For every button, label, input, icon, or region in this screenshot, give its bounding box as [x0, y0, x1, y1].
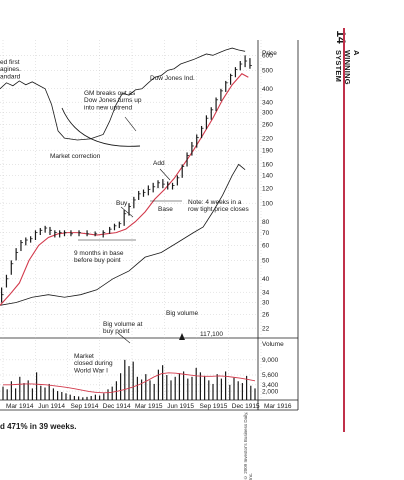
price-tick-label: 70	[262, 230, 270, 237]
price-tick-label: 190	[262, 147, 273, 154]
x-axis-label: Dec 1914	[103, 403, 131, 410]
big-volume-label: Big volume	[166, 310, 199, 317]
relative-strength-series	[0, 163, 246, 306]
dow-jones-line	[0, 47, 246, 141]
buy-pointer	[120, 206, 134, 218]
base-duration-note: 9 months in base	[74, 250, 124, 257]
chapter-number: 14	[334, 30, 348, 44]
price-tick-label: 34	[262, 289, 270, 296]
volume-average-line	[3, 372, 256, 394]
left-caption-text: ed first	[0, 59, 20, 66]
volume-tick-label: 5,600	[262, 372, 279, 379]
price-tick-label: 160	[262, 162, 273, 169]
market-closed-note: World War I	[74, 367, 108, 374]
big-volume-arrow	[179, 333, 185, 340]
volume-tick-label: 2,000	[262, 388, 279, 395]
volume-axis-title: Volume	[262, 341, 284, 348]
breakout-pointer	[124, 116, 137, 132]
x-axis-label: Mar 1914	[6, 403, 34, 410]
price-tick-label: 26	[262, 312, 270, 319]
price-tick-label: 340	[262, 99, 273, 106]
price-tick-label: 600	[262, 53, 273, 60]
market-closed-note: Market	[74, 353, 94, 360]
chapter-title: A WINNING SYSTEM	[334, 50, 361, 85]
price-tick-label: 30	[262, 300, 270, 307]
big-volume-buy-note: Big volume at	[103, 321, 143, 328]
volume-tick-label: 9,000	[262, 357, 279, 364]
x-axis-label: Sep 1915	[200, 403, 228, 410]
price-tick-label: 500	[262, 68, 273, 75]
price-bars	[1, 55, 252, 303]
page-edge-rule	[343, 28, 345, 432]
left-caption-text: agines.	[0, 66, 21, 73]
x-axis-label: Mar 1915	[135, 403, 163, 410]
big-volume-buy-note: buy point	[103, 328, 130, 335]
price-tick-label: 400	[262, 86, 273, 93]
breakout-note: Dow Jones turns up	[84, 97, 142, 104]
buy-label: Buy	[116, 200, 128, 207]
add-label: Add	[153, 160, 165, 167]
x-axis-label: Dec 1915	[232, 403, 260, 410]
correction-curve	[61, 107, 141, 147]
base-duration-note: before buy point	[74, 257, 121, 264]
breakout-note: into new uptrend	[84, 104, 132, 111]
market-closed-note: closed during	[74, 360, 113, 367]
volume-tick-label: 3,400	[262, 382, 279, 389]
x-axis-label: Mar 1916	[264, 403, 292, 410]
price-tick-label: 300	[262, 110, 273, 117]
dow-jones-series	[0, 47, 246, 141]
price-tick-label: 260	[262, 122, 273, 129]
x-axis-label: Jun 1914	[38, 403, 65, 410]
x-axis-label: Jun 1915	[167, 403, 194, 410]
add-pointer	[159, 168, 171, 181]
dow-label: Dow Jones Ind.	[150, 75, 195, 82]
price-tick-label: 140	[262, 173, 273, 180]
moving-average-series	[0, 73, 249, 306]
tight-closes-note: row tight price closes	[188, 206, 249, 213]
price-tick-label: 60	[262, 243, 270, 250]
price-axis-title: Price	[262, 50, 277, 57]
tight-closes-note: Note: 4 weeks in a	[188, 199, 242, 206]
price-tick-label: 80	[262, 219, 270, 226]
big-volume-buy-pointer	[117, 332, 131, 344]
volume-value-label: 117,100	[200, 331, 223, 338]
breakout-note: GM breaks out as	[84, 90, 136, 97]
price-grid	[0, 40, 299, 411]
copyright-notice: © 2009 Investor's Business Daily, Inc.	[243, 411, 253, 480]
base-label: Base	[158, 206, 173, 213]
x-axis-label: Sep 1914	[71, 403, 99, 410]
price-tick-label: 40	[262, 276, 270, 283]
price-tick-label: 22	[262, 325, 270, 332]
price-tick-label: 120	[262, 185, 273, 192]
x-axis-labels: Mar 1914 Jun 1914 Sep 1914 Dec 1914 Mar 1915…	[6, 403, 292, 410]
left-caption-text: andard	[0, 73, 21, 80]
correction-label: Market correction	[50, 153, 101, 160]
price-tick-label: 100	[262, 200, 273, 207]
price-tick-label: 50	[262, 258, 270, 265]
figure-caption: d 471% in 39 weeks.	[0, 422, 77, 431]
moving-average-line	[0, 73, 249, 306]
price-tick-label: 220	[262, 135, 273, 142]
relative-strength-line	[0, 163, 246, 306]
